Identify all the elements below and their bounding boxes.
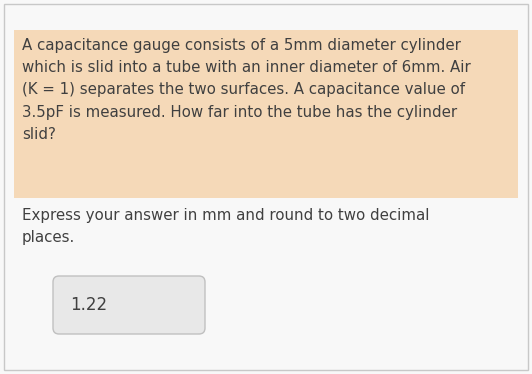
Text: 1.22: 1.22 bbox=[70, 296, 107, 314]
Text: Express your answer in mm and round to two decimal
places.: Express your answer in mm and round to t… bbox=[22, 208, 429, 245]
FancyBboxPatch shape bbox=[53, 276, 205, 334]
Text: A capacitance gauge consists of a 5mm diameter cylinder
which is slid into a tub: A capacitance gauge consists of a 5mm di… bbox=[22, 38, 471, 142]
FancyBboxPatch shape bbox=[14, 30, 518, 198]
